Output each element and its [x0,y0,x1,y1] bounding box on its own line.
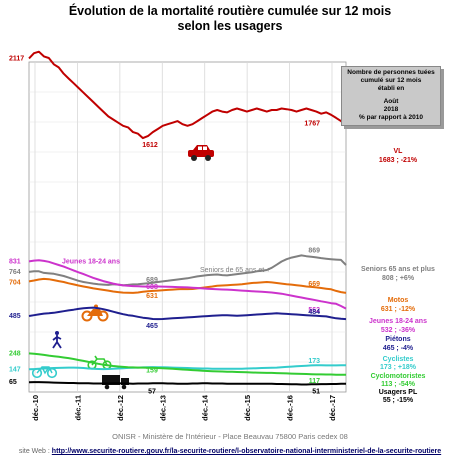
x-tick-label: déc.-16 [286,395,295,421]
series-label-jeunes: Jeunes 18-24 ans [62,258,120,265]
data-label: 869 [308,247,320,254]
series-line [28,306,347,321]
chart-title-line1: Évolution de la mortalité routière cumul… [68,4,392,18]
x-tick-label: déc.-10 [31,395,40,421]
data-label: 638 [146,284,158,291]
info-line2: cumulé sur 12 mois [360,77,422,84]
car-icon [188,145,214,161]
info-year: 2018 [383,106,399,113]
legend-value: 113 ; -54% [381,381,416,388]
data-label: 1767 [304,121,320,128]
legend-value: 465 ; -4% [383,345,414,352]
series-line [28,352,346,376]
x-tick-label: déc.-12 [116,395,125,421]
legend-name: Cyclistes [383,356,414,363]
series-line [28,364,346,371]
legend-value: 631 ; -12% [381,306,416,313]
footer-site-link[interactable]: http://www.securite-routiere.gouv.fr/la-… [51,448,442,455]
legend-value: 532 ; -36% [381,327,416,334]
legend-name: Seniors 65 ans et plus [361,266,435,273]
data-label: 248 [9,350,21,357]
x-tick-label: déc.-13 [158,395,167,421]
x-tick-label: déc.-11 [73,395,82,420]
data-label: 484 [308,309,320,316]
legend-value: 808 ; +6% [382,275,415,282]
info-line1: Nombre de personnes tuées [347,69,435,76]
grid [28,61,347,393]
legend-value: 1683 ; -21% [379,157,418,164]
series-line [28,381,346,386]
data-label: 1612 [142,142,158,149]
info-month: Août [383,98,399,105]
data-label: 51 [312,388,320,395]
info-box: Nombre de personnes tuées cumulé sur 12 … [341,66,441,126]
data-label: 704 [9,279,21,286]
data-label: 669 [308,281,320,288]
legend-name: Piétons [385,336,410,343]
legend: VL 1683 ; -21% Seniors 65 ans et plus 808 ;… [361,148,435,404]
data-label: 562 [308,307,320,314]
x-axis: déc.-10 déc.-11 déc.-12 déc.-13 déc.-14 déc.-… [31,394,337,421]
series-line [28,254,347,287]
data-label: 159 [146,367,158,374]
chart-title-line2: selon les usagers [177,19,283,33]
footer-credit: ONISR - Ministère de l'Intérieur - Place… [112,432,348,441]
data-label: 764 [9,269,21,276]
legend-name: Cyclomotoristes [371,373,426,380]
series-label-seniors: Seniors de 65 ans et + [200,267,270,274]
info-line3: établi en [377,85,405,92]
series-line [28,50,347,140]
data-label: 485 [9,313,21,320]
data-label: 689 [146,277,158,284]
legend-value: 55 ; -15% [383,397,414,404]
data-label: 2117 [9,55,24,62]
truck-icon [102,375,129,390]
data-label: 173 [308,358,320,365]
legend-value: 173 ; +18% [380,364,417,371]
data-label: 631 [146,293,158,300]
motorcycle-icon [81,304,109,322]
footer-site-label: site Web : [18,448,50,455]
legend-name: Usagers PL [379,389,418,396]
info-line6: % par rapport à 2010 [359,114,423,121]
data-label: 65 [9,379,17,386]
data-label: 117 [309,378,320,385]
plot-area [28,61,347,393]
data-label: 57 [148,389,156,396]
chart-title: Évolution de la mortalité routière cumul… [0,4,460,34]
data-label: 831 [9,258,21,265]
legend-name: Jeunes 18-24 ans [369,318,427,325]
x-tick-label: déc.-17 [328,395,337,421]
x-tick-label: déc.-14 [201,394,210,421]
data-label: 465 [146,323,158,330]
series-line [28,277,347,294]
series-line [28,259,347,310]
data-label: 147 [9,366,21,373]
series-lines [28,50,347,386]
legend-name: Motos [388,297,409,304]
x-tick-label: déc.-15 [243,395,252,421]
pedestrian-icon [52,331,62,349]
legend-name: VL [394,148,404,155]
footer-site: site Web : http://www.securite-routiere.… [0,448,460,455]
